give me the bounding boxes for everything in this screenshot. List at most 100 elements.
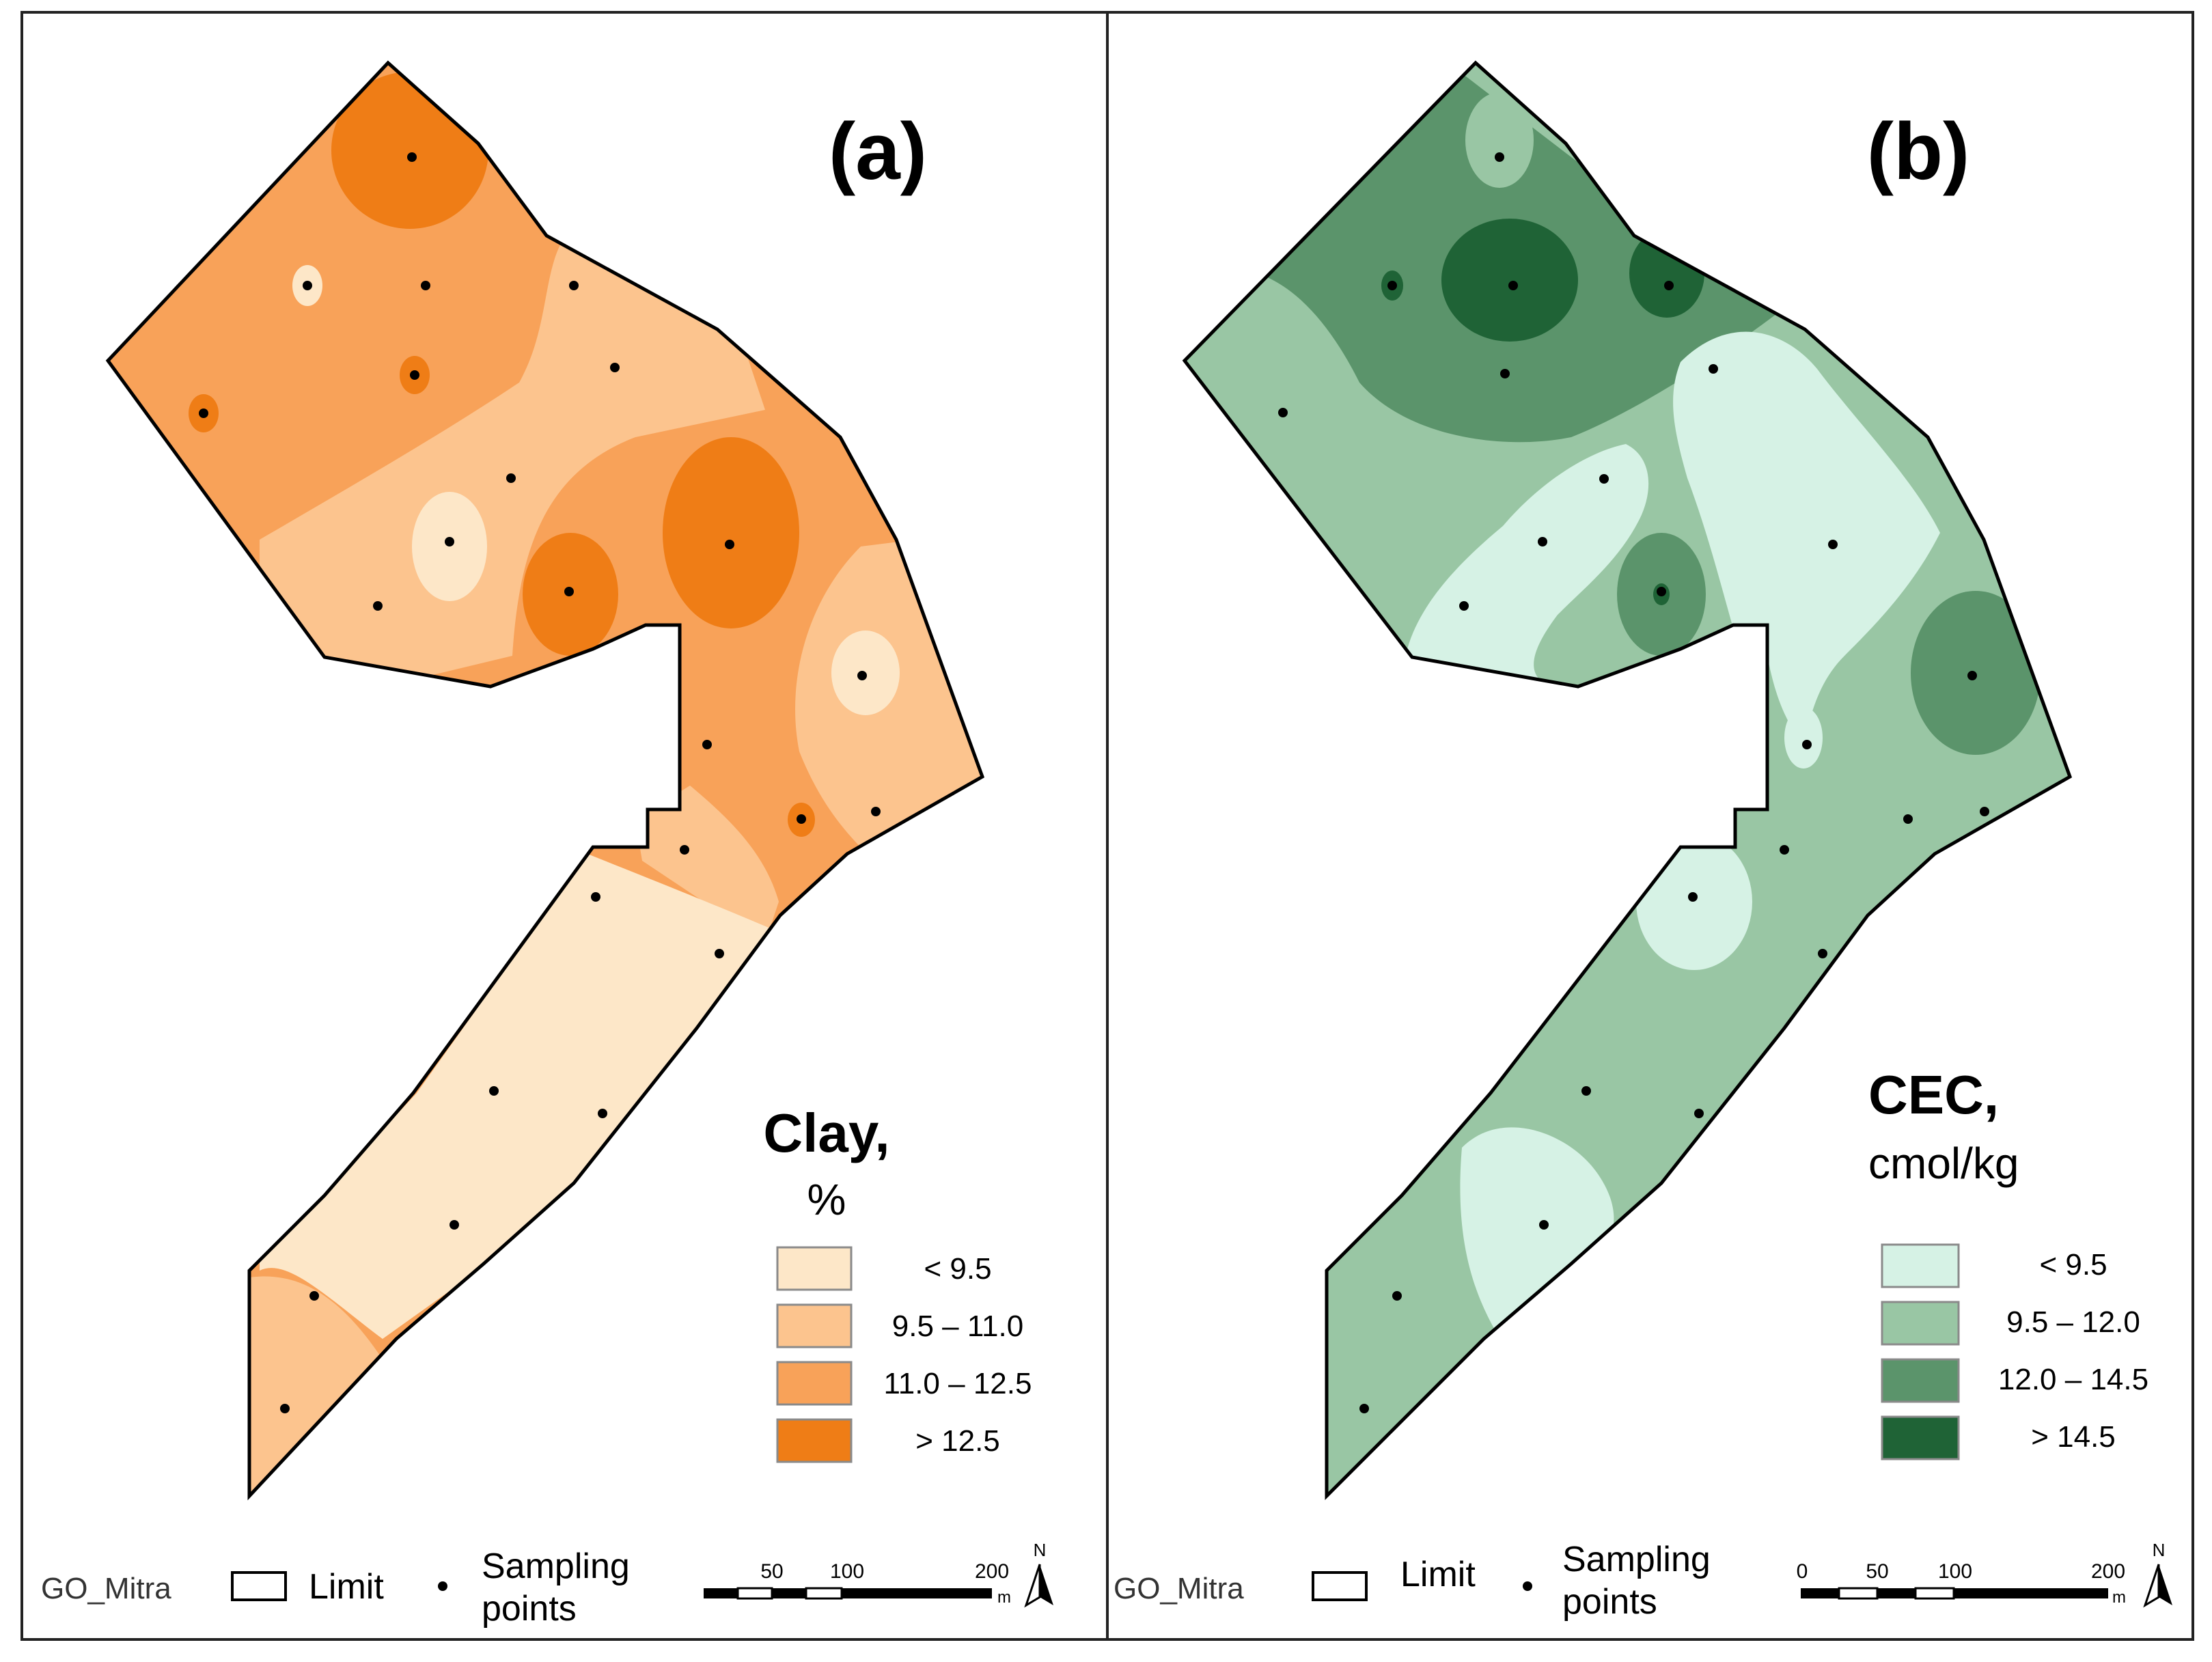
field-limit-b <box>1182 60 2073 1501</box>
scale-bar-b-seg-4 <box>1914 1587 1955 1600</box>
legend-label-b-3: 12.0 – 14.5 <box>1998 1363 2148 1396</box>
sampling-point <box>421 281 430 290</box>
sampling-point <box>410 370 419 380</box>
legend-a: Clay, % < 9.5 9.5 – 11.0 11.0 – 12.5 > 1… <box>763 1103 1032 1463</box>
sampling-point <box>1539 1220 1549 1230</box>
scale-tick-a-100: 100 <box>830 1560 864 1583</box>
scale-bar-b-seg-2 <box>1838 1587 1879 1600</box>
sampling-point <box>725 540 734 549</box>
legend-swatch-a-4 <box>776 1418 853 1463</box>
field-limit-a <box>105 60 985 1501</box>
sampling-point <box>598 1109 607 1118</box>
scale-bar-a: 50 100 200 m <box>704 1560 1011 1607</box>
north-label-a: N <box>1034 1540 1047 1560</box>
sampling-point <box>1508 281 1518 290</box>
sampling-point <box>407 152 417 162</box>
sampling-label-a-2: points <box>482 1589 577 1629</box>
scale-unit-a: m <box>997 1588 1011 1607</box>
scale-bar-b-seg-5 <box>1954 1588 2108 1598</box>
legend-label-b-4: > 14.5 <box>2031 1420 2116 1454</box>
legend-swatch-b-4 <box>1881 1415 1960 1460</box>
panel-label-b: (b) <box>1867 107 1970 197</box>
sampling-points-a <box>199 152 881 1413</box>
scale-tick-a-200: 200 <box>975 1560 1009 1583</box>
sampling-point <box>1967 671 1977 680</box>
legend-unit-a: % <box>807 1175 846 1224</box>
sampling-point <box>591 892 600 902</box>
sampling-point <box>199 408 208 418</box>
scale-bar-a-seg-5 <box>842 1588 992 1598</box>
footer-b: GO_Mitra Limit Sampling points 0 50 100 … <box>1114 1540 2172 1622</box>
legend-b: CEC, cmol/kg < 9.5 9.5 – 12.0 12.0 – 14.… <box>1868 1064 2148 1460</box>
zone-a-right-band <box>795 540 982 874</box>
zone-a-east-high <box>663 437 799 628</box>
sampling-point <box>445 537 454 546</box>
legend-label-b-1: < 9.5 <box>2039 1248 2107 1282</box>
zone-b-small-low <box>1784 707 1823 768</box>
sampling-point <box>1694 1109 1704 1118</box>
zone-b-ne-high <box>1629 229 1704 318</box>
scale-tick-b-50: 50 <box>1866 1560 1888 1583</box>
sampling-point <box>610 363 620 372</box>
limit-symbol-a <box>231 1571 287 1601</box>
scale-tick-b-200: 200 <box>2091 1560 2125 1583</box>
sampling-point <box>564 587 574 596</box>
sampling-point <box>1599 474 1609 484</box>
limit-label-a: Limit <box>309 1567 384 1607</box>
zone-b-north-high <box>1441 219 1578 342</box>
zone-a-north-high <box>331 72 488 229</box>
scale-tick-a-50: 50 <box>760 1560 783 1583</box>
panel-label-a: (a) <box>829 107 927 197</box>
sampling-point <box>309 1291 319 1301</box>
sampling-point <box>1828 540 1838 549</box>
legend-label-b-2: 9.5 – 12.0 <box>2006 1305 2140 1339</box>
zone-a-mid-band <box>635 786 779 943</box>
sampling-point <box>1392 1291 1402 1301</box>
zone-b-west-low <box>1407 444 1649 683</box>
north-arrow-icon-b <box>2159 1564 2172 1605</box>
legend-swatch-b-1 <box>1881 1243 1960 1288</box>
sampling-point <box>1688 892 1698 902</box>
sampling-point <box>569 281 579 290</box>
map-a <box>105 60 985 1501</box>
sampling-point <box>1780 845 1789 855</box>
legend-swatch-b-3 <box>1881 1358 1960 1403</box>
legend-swatch-a-3 <box>776 1361 853 1406</box>
sampling-symbol-b <box>1523 1581 1532 1591</box>
panel-b: (b) CEC, cmol/kg < 9.5 9.5 – 12.0 12.0 –… <box>1114 60 2172 1622</box>
north-arrow-icon-b-outline <box>2143 1564 2160 1608</box>
zone-a-strip-lightest <box>260 854 772 1339</box>
sampling-point <box>1581 1086 1591 1096</box>
legend-swatch-a-1 <box>776 1246 853 1291</box>
legend-label-a-4: > 12.5 <box>915 1424 1000 1458</box>
scale-tick-b-100: 100 <box>1938 1560 1972 1583</box>
north-arrow-b: N <box>2143 1540 2172 1608</box>
scale-unit-b: m <box>2112 1588 2126 1607</box>
map-b <box>1182 60 2073 1501</box>
north-arrow-icon-a-outline <box>1024 1564 1041 1608</box>
sampling-point <box>1802 740 1812 749</box>
zone-b-north-top <box>1465 92 1534 188</box>
scale-bar-a-seg-2 <box>736 1587 773 1600</box>
sampling-point <box>1980 807 1989 816</box>
sampling-label-b-1: Sampling <box>1562 1540 1711 1579</box>
zone-b-strip-low-1 <box>1636 833 1752 970</box>
legend-label-a-3: 11.0 – 12.5 <box>884 1367 1032 1400</box>
scale-bar-b-seg-3 <box>1877 1588 1916 1598</box>
scale-bar-a-seg-4 <box>805 1587 843 1600</box>
sampling-label-a-1: Sampling <box>482 1547 630 1586</box>
sampling-points-b <box>1278 152 1989 1413</box>
sampling-symbol-a <box>438 1581 447 1591</box>
sampling-point <box>373 601 383 611</box>
sampling-point <box>489 1086 499 1096</box>
legend-title-b: CEC, <box>1868 1064 1999 1125</box>
sampling-point <box>1709 364 1718 374</box>
scale-bar-a-seg-3 <box>772 1588 806 1598</box>
sampling-point <box>1278 408 1288 417</box>
sampling-point <box>797 814 806 824</box>
north-arrow-icon-a <box>1040 1564 1053 1605</box>
sampling-point <box>280 1404 290 1413</box>
sampling-point <box>1657 587 1666 596</box>
sampling-point <box>1903 814 1913 824</box>
